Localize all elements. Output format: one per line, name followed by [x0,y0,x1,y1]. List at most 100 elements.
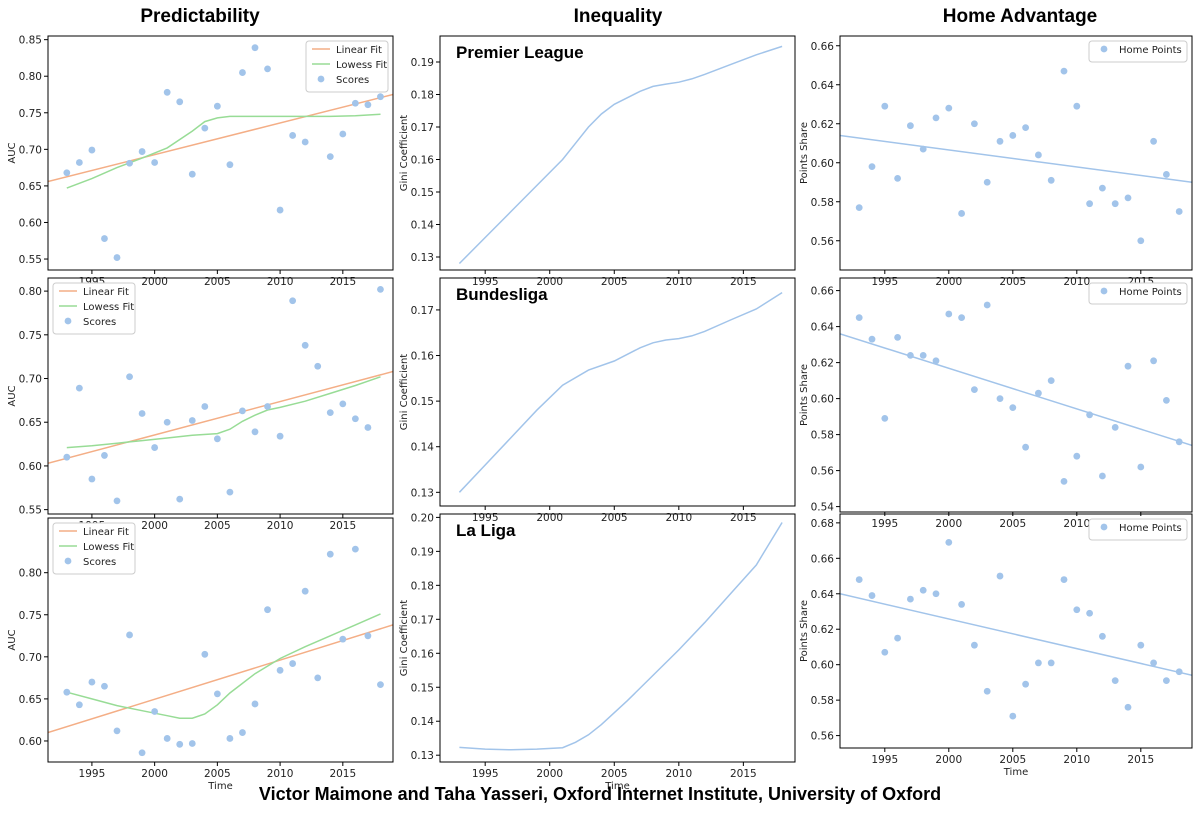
y-tick-label: 0.14 [411,220,435,232]
score-point [163,88,171,96]
y-tick-label: 0.62 [811,358,834,370]
score-point [264,403,271,410]
x-tick-label: 2000 [536,512,563,524]
score-point [239,69,246,76]
y-axis-label: Gini Coefficient [399,115,410,192]
score-point [1047,659,1055,667]
axes-frame [439,35,796,271]
legend-points-swatch [64,317,72,325]
legend-label: Home Points [1119,45,1182,56]
plot-area [840,538,1192,720]
x-tick-label: 1995 [79,768,106,780]
y-tick-label: 0.60 [19,217,42,229]
score-point [138,749,146,757]
x-tick-label: 2015 [730,512,757,524]
score-point [101,682,108,690]
y-tick-label: 0.56 [811,236,835,248]
y-tick-label: 0.60 [811,394,834,406]
score-point [276,666,284,674]
score-point [176,98,184,106]
score-point [314,674,322,682]
score-point [1099,184,1106,192]
score-point [251,700,259,708]
y-tick-label: 0.66 [811,41,835,53]
x-tick-label: 2010 [665,276,692,288]
score-point [1150,357,1157,365]
y-axis-label: Gini Coefficient [399,600,410,677]
score-point [101,452,108,459]
x-tick-label: 2000 [141,520,168,532]
y-tick-label: 0.64 [811,322,835,334]
axes-frame [47,517,394,763]
legend-label: Home Points [1119,287,1182,298]
score-point [75,159,83,166]
score-point [1022,680,1029,688]
score-point [126,373,133,381]
y-tick-label: 0.75 [19,610,42,622]
gini-line [459,522,783,751]
score-point [301,587,309,595]
score-point [126,159,133,167]
score-point [138,410,146,417]
score-point [1073,452,1081,460]
score-point [868,335,876,343]
score-point [932,357,940,365]
legend: Home Points [1088,282,1188,305]
y-tick-label: 0.75 [19,108,42,120]
score-point [855,576,863,583]
score-point [113,497,121,505]
legend-label: Linear Fit [336,45,382,56]
x-tick-label: 2015 [329,768,356,780]
score-point [1009,404,1017,411]
score-point [163,735,171,742]
score-point [855,204,863,212]
linear-fit-line [48,370,393,465]
score-point [251,428,259,436]
score-point [894,174,901,182]
score-point [239,729,246,736]
y-tick-label: 0.19 [411,546,434,558]
linear-fit-line [840,333,1192,447]
score-point [1150,137,1157,145]
footer-credit: Victor Maimone and Taha Yasseri, Oxford … [258,784,942,804]
chart-panel-pred-bl: 0.550.600.650.700.750.801995200020052010… [7,277,394,532]
legend: Linear Fit Lowess Fit Scores [305,40,389,93]
score-point [1099,472,1106,480]
x-tick-label: 2015 [730,276,757,288]
score-point [932,114,940,122]
y-tick-label: 0.65 [19,181,42,193]
y-axis-label: Gini Coefficient [399,354,410,431]
score-point [958,210,965,217]
score-point [1022,124,1029,132]
x-tick-label: 2010 [267,768,294,780]
y-tick-label: 0.55 [19,254,42,266]
score-point [377,681,384,688]
score-point [289,297,297,305]
x-tick-label: 2000 [935,518,962,530]
y-tick-label: 0.80 [19,568,42,580]
y-tick-label: 0.64 [811,80,835,92]
y-tick-label: 0.65 [19,694,42,706]
y-tick-label: 0.66 [811,553,835,565]
y-tick-label: 0.16 [411,351,435,363]
x-tick-label: 2010 [1063,518,1090,530]
x-axis-label: Time [207,781,232,792]
score-point [919,352,927,359]
legend-box [1088,40,1188,63]
score-point [326,409,334,417]
score-point [996,395,1004,402]
score-point [326,153,334,161]
score-point [971,120,978,128]
y-tick-label: 0.14 [411,716,435,728]
score-point [1035,151,1042,159]
legend-points-swatch [64,557,72,565]
score-point [971,641,978,649]
score-point [201,650,209,658]
score-point [932,590,940,598]
legend: Linear Fit Lowess Fit Scores [52,282,136,335]
y-tick-label: 0.13 [411,252,434,264]
score-point [226,488,234,496]
score-point [377,93,384,101]
x-tick-label: 2000 [141,768,168,780]
score-point [239,407,246,415]
